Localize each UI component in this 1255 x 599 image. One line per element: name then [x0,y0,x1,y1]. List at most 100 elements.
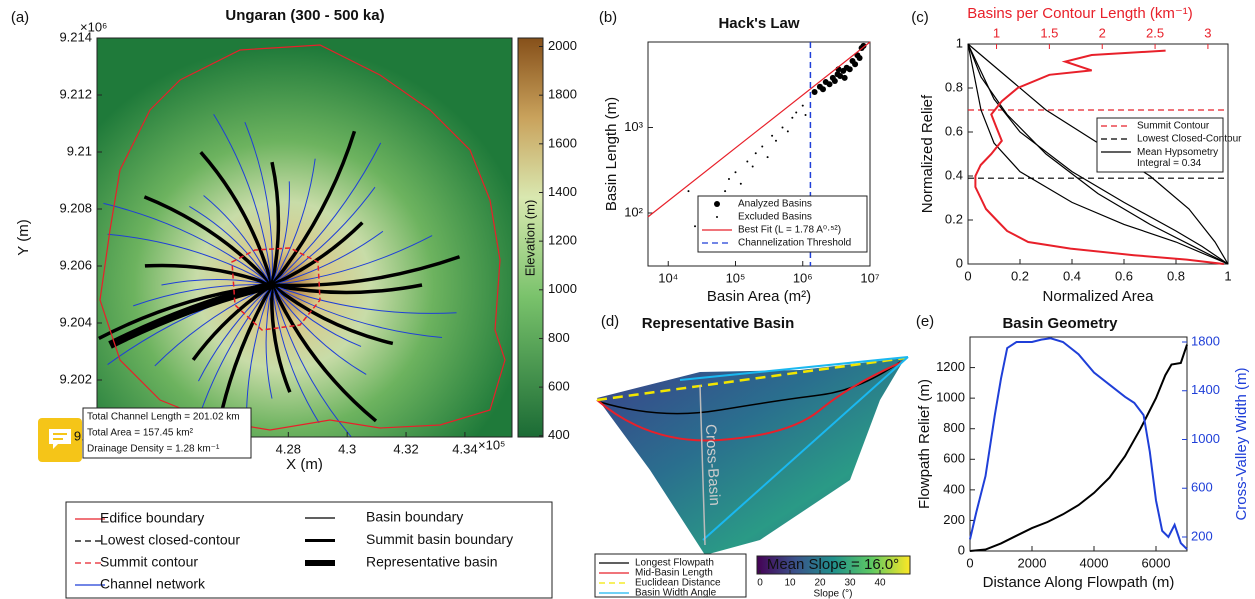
point [832,78,838,84]
colorbar-tick-label: 600 [548,379,570,394]
legend-label: Channelization Threshold [738,238,851,249]
y-tick-label: 0.8 [945,79,963,94]
legend-label: Excluded Basins [738,212,812,223]
point [812,89,818,95]
y2-axis-label: Cross-Valley Width (m) [1233,367,1250,520]
point [852,61,858,67]
slope-map [597,358,905,555]
point [787,130,789,132]
x-tick-label: 10⁴ [658,270,678,285]
y-tick-label: 0.6 [945,123,963,138]
x-tick-label: 0.6 [1115,268,1133,283]
figure: (a)Ungaran (300 - 500 ka)4.224.244.264.2… [0,0,1255,599]
x2-tick-label: 1 [993,25,1000,40]
point [775,140,777,142]
x-tick-label: 4000 [1080,555,1109,570]
legend-label: Summit Contour [1137,121,1210,132]
stats-text: Drainage Density = 1.28 km⁻¹ [87,444,220,455]
x-tick-label: 10⁵ [726,270,746,285]
legend-label: Representative basin [366,554,498,570]
x-tick-label: 10⁷ [860,270,879,285]
legend-label: Edifice boundary [100,510,204,526]
colorbar-label: Slope (°) [813,589,852,599]
point [857,55,863,61]
point [847,66,853,72]
y-tick-label: 9.206 [59,257,92,272]
x-tick-label: 0.8 [1167,268,1185,283]
y-tick-label: 10³ [624,119,643,134]
x-tick-label: 4.28 [276,441,301,456]
colorbar-tick-label: 40 [874,578,886,589]
y-tick-label: 9.204 [59,314,92,329]
x-tick-label: 1 [1224,268,1231,283]
colorbar-tick-label: 30 [844,578,856,589]
x-tick-label: 10⁶ [793,270,813,285]
point [767,156,769,158]
x-tick-label: 4.34 [452,441,477,456]
colorbar-tick-label: 400 [548,427,570,442]
panel-label: (c) [911,9,929,26]
x2-tick-label: 2 [1099,25,1106,40]
stats-text: Total Channel Length = 201.02 km [87,412,240,423]
panel-label: (d) [601,313,619,330]
colorbar-tick-label: 20 [814,578,826,589]
y-axis-label: Flowpath Relief (m) [916,379,933,509]
point [805,114,807,116]
legend-label: Basin Width Angle [635,588,717,599]
x-tick-label: 0.4 [1063,268,1081,283]
x-tick-label: 4.3 [338,441,356,456]
panel-title: Basin Geometry [1002,315,1118,332]
x2-axis-label: Basins per Contour Length (km⁻¹) [967,5,1193,22]
point [752,165,754,167]
legend-label: Lowest Closed-Contour [1137,134,1242,145]
point [802,105,804,107]
colorbar-text: Mean Slope = 16.0° [767,556,899,573]
x-tick-label: 0.2 [1011,268,1029,283]
x-tick-label: 0 [964,268,971,283]
y-axis-label: Basin Length (m) [603,97,620,211]
point [842,75,848,81]
colorbar-tick-label: 1800 [548,87,577,102]
panel-label: (b) [599,9,617,26]
y2-tick-label: 1400 [1191,382,1220,397]
y-tick-label: 600 [943,451,965,466]
point [782,127,784,129]
point [728,178,730,180]
y-tick-label: 1 [956,35,963,50]
y-tick-label: 1200 [936,359,965,374]
y-tick-label: 0 [956,255,963,270]
x-tick-label: 0 [966,555,973,570]
point [820,86,826,92]
colorbar-tick-label: 1400 [548,184,577,199]
y-tick-label: 800 [943,420,965,435]
map-image [97,38,512,456]
legend-label: Channel network [100,576,206,592]
colorbar-tick-label: 1600 [548,135,577,150]
x2-tick-label: 1.5 [1040,25,1058,40]
panel-title: Hack's Law [718,15,799,32]
colorbar-label: Elevation (m) [522,200,537,277]
panel-title: Ungaran (300 - 500 ka) [225,7,384,24]
point [827,81,833,87]
x-axis-label: X (m) [286,456,323,473]
panel-label: (e) [916,313,934,330]
x2-tick-label: 3 [1204,25,1211,40]
colorbar-tick-label: 0 [757,578,763,589]
point [795,111,797,113]
point [761,145,763,147]
legend-label: Summit basin boundary [366,531,513,547]
point [755,152,757,154]
panel-title: Representative Basin [642,315,795,332]
y-axis-label: Y (m) [15,219,32,255]
x-tick-label: 6000 [1142,555,1171,570]
y-tick-label: 0.4 [945,167,963,182]
legend-label: Summit contour [100,554,198,570]
point [740,183,742,185]
y-offset: ×10⁶ [80,19,107,34]
colorbar-tick-label: 1200 [548,233,577,248]
y-tick-label: 9.212 [59,86,92,101]
x-offset: ×10⁵ [478,437,505,452]
y-tick-label: 10² [624,204,643,219]
series-line [970,338,1187,549]
y-tick-label: 0 [958,542,965,557]
